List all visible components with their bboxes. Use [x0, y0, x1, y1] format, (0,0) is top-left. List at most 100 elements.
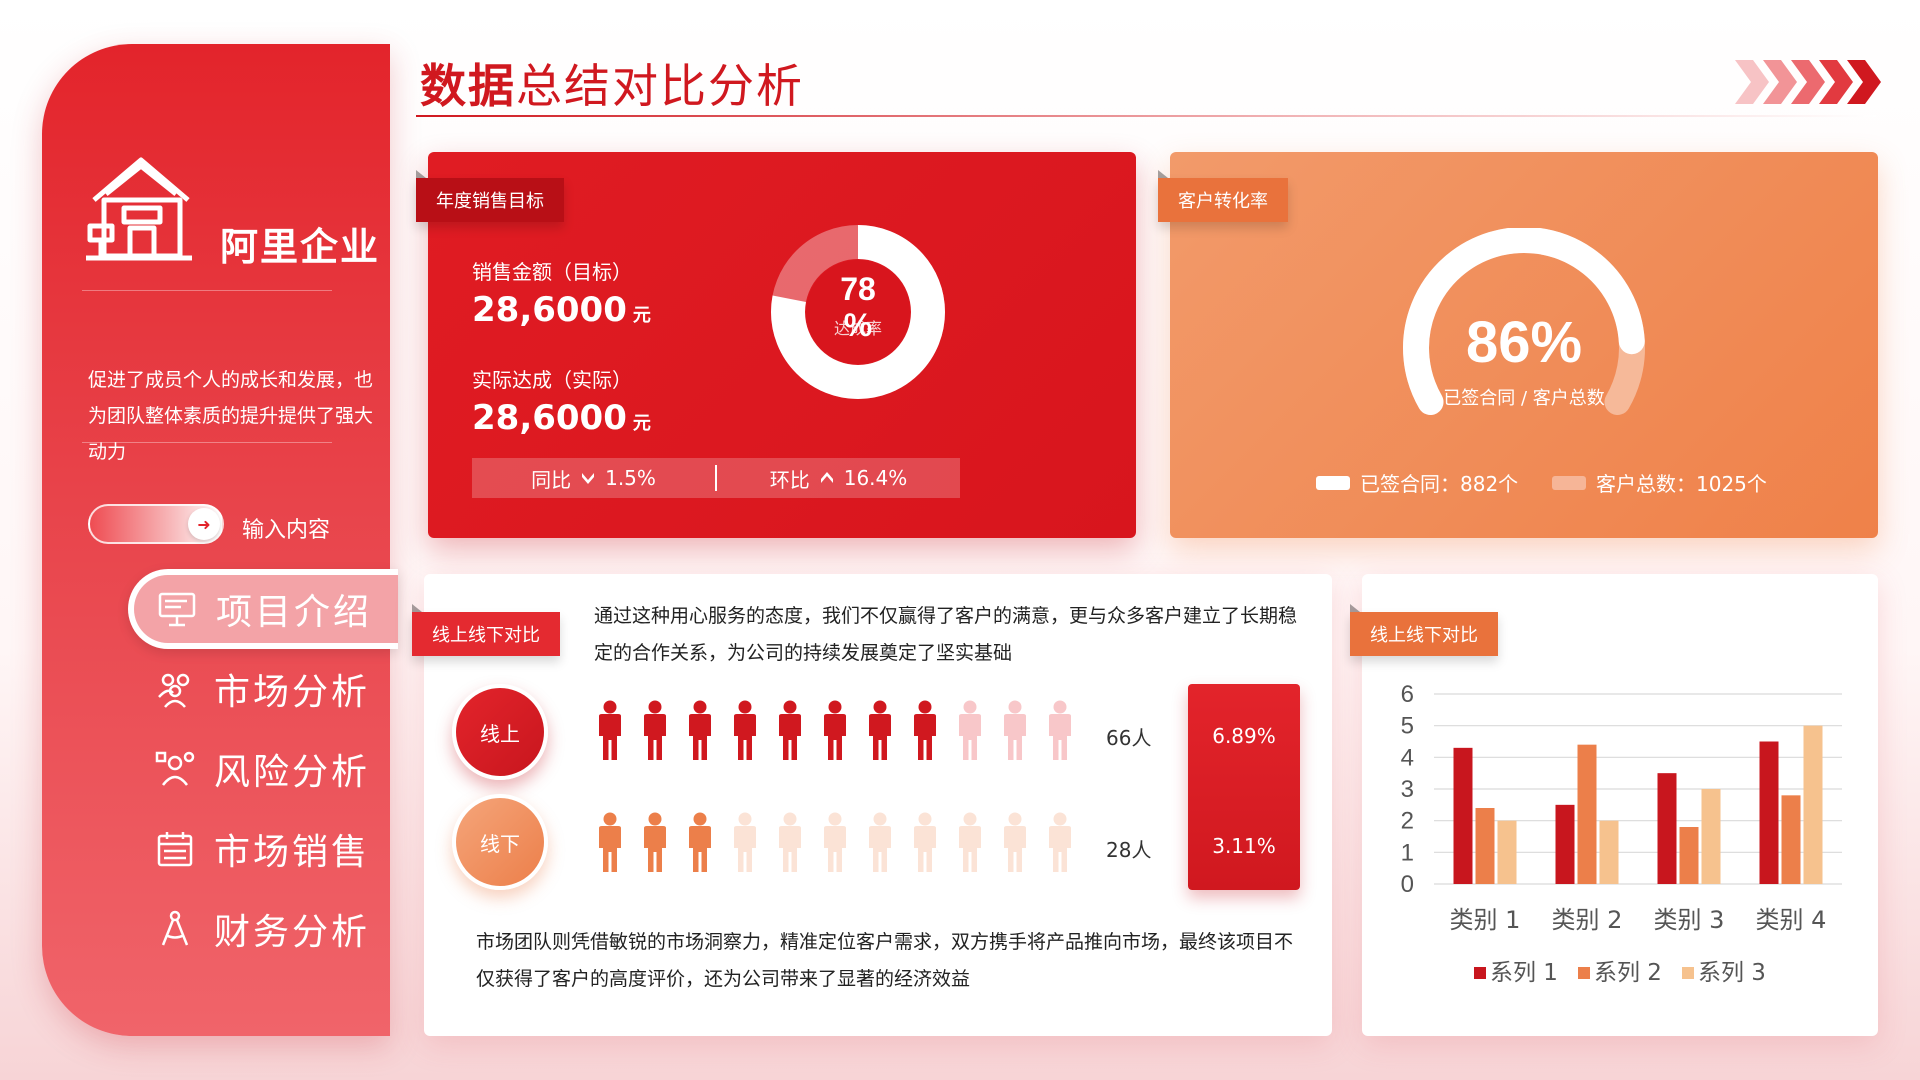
sidebar-item-finance-analysis[interactable]: 财务分析	[132, 889, 392, 969]
page-title: 数据总结对比分析	[420, 50, 804, 116]
sales-target-tag: 年度销售目标	[416, 170, 564, 222]
y-tick-label: 6	[1401, 681, 1414, 708]
person-icon	[1004, 812, 1026, 872]
y-tick-label: 3	[1401, 776, 1414, 803]
legend-total-label: 客户总数：1025个	[1596, 472, 1767, 496]
mom-value: 16.4%	[843, 466, 908, 490]
person-icon	[914, 812, 936, 872]
page-title-bold: 数据	[420, 59, 516, 113]
legend-label: 系列 3	[1698, 960, 1766, 986]
sidebar-item-project-intro[interactable]: 项目介绍	[128, 569, 398, 649]
offline-count: 28人	[1106, 838, 1152, 862]
sidebar-item-label: 市场销售	[214, 832, 371, 873]
conversion-tag: 客户转化率	[1158, 170, 1288, 222]
legend-swatch	[1682, 967, 1694, 979]
person-icon	[599, 812, 621, 872]
legend-swatch	[1552, 475, 1586, 490]
x-tick-label: 类别 2	[1552, 906, 1623, 934]
actual-value-number: 28,6000	[472, 398, 627, 438]
toggle-label: 输入内容	[242, 518, 331, 543]
x-tick-label: 类别 3	[1654, 906, 1725, 934]
x-tick-label: 类别 1	[1450, 906, 1521, 934]
person-icon	[734, 812, 756, 872]
mom-label: 环比	[769, 467, 810, 492]
presentation-icon	[154, 586, 200, 632]
y-tick-label: 2	[1401, 808, 1414, 835]
person-icon	[824, 812, 846, 872]
legend-label: 系列 1	[1490, 960, 1558, 986]
bar	[1497, 820, 1517, 884]
legend-swatch	[1474, 967, 1486, 979]
sidebar-item-risk-analysis[interactable]: 风险分析	[132, 729, 392, 809]
chevron-up-icon	[820, 466, 834, 490]
team-icon	[152, 666, 198, 712]
y-tick-label: 0	[1401, 871, 1414, 898]
offline-percent: 3.11%	[1212, 834, 1276, 858]
person-icon	[1049, 812, 1071, 872]
sidebar-item-label: 项目介绍	[216, 592, 373, 633]
actual-label: 实际达成（实际）	[472, 368, 632, 392]
donut-value: 78	[840, 271, 876, 307]
divider	[715, 465, 717, 491]
online-bubble: 线上	[452, 684, 548, 780]
divider	[82, 442, 332, 443]
person-icon	[914, 700, 936, 760]
conclusion-paragraph: 市场团队则凭借敏锐的市场洞察力，精准定位客户需求，双方携手将产品推向市场，最终该…	[476, 931, 1294, 990]
person-icon	[779, 700, 801, 760]
offline-people-row	[596, 812, 1074, 874]
chevrons-decoration-icon	[1735, 60, 1881, 104]
person-icon	[959, 812, 981, 872]
sidebar-description: 促进了成员个人的成长和发展，也为团队整体素质的提升提供了强大动力	[88, 369, 374, 463]
bar	[1475, 808, 1495, 884]
bar	[1657, 773, 1677, 884]
online-people-row	[596, 700, 1074, 762]
person-icon	[689, 700, 711, 760]
sidebar-item-market-sales[interactable]: 市场销售	[132, 809, 392, 889]
compass-icon	[152, 906, 198, 952]
compare-bar: 同比 1.5% 环比 16.4%	[472, 458, 960, 498]
legend-swatch	[1316, 475, 1350, 490]
yoy-value: 1.5%	[605, 466, 656, 490]
bar	[1599, 820, 1619, 884]
bar	[1453, 747, 1473, 884]
page-title-rest: 总结对比分析	[516, 59, 804, 113]
toggle-switch[interactable]: ➜	[88, 504, 224, 544]
target-value: 28,6000 元	[472, 290, 651, 330]
conversion-card: 客户转化率 86% 已签合同 / 客户总数 已签合同：882个 客户总数：102…	[1158, 152, 1878, 538]
y-tick-label: 5	[1401, 713, 1414, 740]
sales-target-card: 年度销售目标 销售金额（目标） 28,6000 元 实际达成（实际） 28,600…	[416, 152, 1136, 538]
gauge-percent: 86%	[1466, 310, 1582, 375]
sidebar-item-label: 财务分析	[214, 912, 371, 953]
bar	[1781, 795, 1801, 884]
arrow-right-icon: ➜	[188, 508, 220, 540]
donut-arc	[771, 225, 945, 399]
mom: 环比 16.4%	[717, 464, 960, 493]
x-tick-label: 类别 4	[1756, 906, 1827, 934]
sidebar-item-label: 风险分析	[214, 752, 371, 793]
actual-value: 28,6000 元	[472, 398, 651, 438]
bar	[1759, 741, 1779, 884]
person-icon	[959, 700, 981, 760]
person-icon	[689, 812, 711, 872]
brand-name: 阿里企业	[220, 225, 381, 269]
analyst-icon	[152, 746, 198, 792]
title-underline	[416, 115, 1876, 117]
target-unit: 元	[632, 305, 651, 326]
person-icon	[644, 812, 666, 872]
intro-paragraph: 通过这种用心服务的态度，我们不仅赢得了客户的满意，更与众多客户建立了长期稳定的合…	[594, 605, 1298, 664]
person-icon	[869, 812, 891, 872]
target-label: 销售金额（目标）	[472, 260, 632, 284]
gauge-caption: 已签合同 / 客户总数	[1443, 388, 1605, 409]
person-icon	[1004, 700, 1026, 760]
online-percent: 6.89%	[1212, 724, 1276, 748]
offline-bubble: 线下	[452, 794, 548, 890]
bar	[1803, 725, 1823, 884]
online-count: 66人	[1106, 726, 1152, 750]
person-icon	[644, 700, 666, 760]
bar-chart-card: 线上线下对比 0 1 2 3 4 5 6 类别 1 类别 2 类别 3 类别 4 系列 1 系列 2 系列…	[1350, 574, 1878, 1036]
sidebar-item-market-analysis[interactable]: 市场分析	[132, 649, 392, 729]
y-tick-label: 4	[1401, 744, 1414, 771]
sidebar-nav: 项目介绍 市场分析 风险分析	[128, 569, 398, 969]
divider	[82, 290, 332, 291]
achievement-donut: 78 达成率 %	[771, 225, 945, 399]
